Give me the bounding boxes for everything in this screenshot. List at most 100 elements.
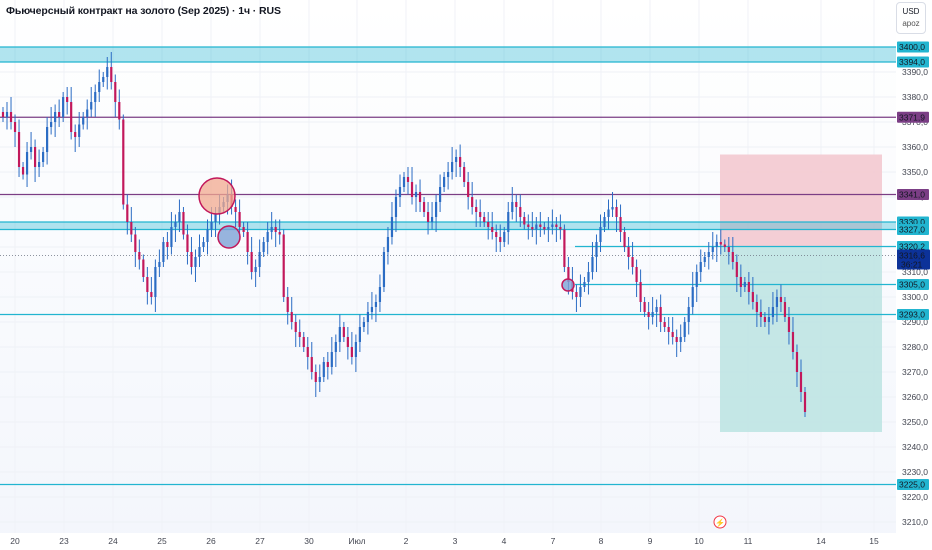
level-price-label: 3225,0 (899, 480, 925, 490)
candle-body (635, 267, 638, 282)
candle-body (290, 312, 293, 322)
level-price-label: 3293,0 (899, 310, 925, 320)
candle-body (803, 392, 807, 412)
level-price-label: 3394,0 (899, 57, 925, 67)
candle-body (150, 292, 153, 297)
candle-body (162, 242, 165, 262)
candle-body (791, 332, 795, 352)
stop-loss-zone[interactable] (720, 154, 882, 247)
time-tick-label: 26 (206, 536, 216, 546)
candle-body (731, 252, 734, 262)
candle-body (362, 322, 365, 327)
currency-selector[interactable]: USD apoz (896, 2, 926, 34)
candle-body (98, 82, 101, 92)
price-tick-label: 3210,0 (902, 517, 928, 527)
candle-body (463, 167, 466, 182)
candle-body (747, 282, 750, 292)
candles (1, 52, 807, 417)
circle-marker-medium[interactable] (217, 225, 241, 249)
candle-body (611, 207, 614, 210)
candle-body (483, 217, 486, 222)
candle-body (703, 257, 706, 262)
time-tick-label: 23 (59, 536, 69, 546)
take-profit-zone[interactable] (720, 246, 882, 433)
candle-body (523, 217, 526, 225)
candle-body (434, 202, 438, 217)
candle-body (206, 229, 209, 242)
candle-body (274, 227, 277, 232)
candle-body (110, 67, 113, 82)
candle-body (603, 217, 606, 227)
candle-body (679, 337, 682, 342)
price-tick-label: 3270,0 (902, 367, 928, 377)
candle-body (563, 229, 566, 267)
candle-body (298, 332, 301, 337)
candle-body (266, 232, 269, 242)
time-tick-label: 24 (108, 536, 118, 546)
candle-body (246, 232, 249, 252)
event-marker-icon[interactable] (713, 515, 727, 529)
candle-body (495, 232, 498, 237)
candle-body (623, 232, 626, 247)
lightning-icon: ⚡ (715, 518, 725, 528)
candle-body (122, 119, 125, 205)
price-tick-label: 3250,0 (902, 417, 928, 427)
candle-body (410, 182, 414, 197)
candle-body (170, 227, 173, 247)
time-axis-bg (0, 533, 896, 550)
candle-body (551, 224, 554, 227)
candle-body (795, 352, 799, 372)
candle-body (631, 257, 634, 267)
price-tick-label: 3240,0 (902, 442, 928, 452)
candle-body (751, 292, 754, 302)
time-tick-label: 20 (10, 536, 20, 546)
candle-body (86, 109, 89, 117)
candle-body (587, 272, 590, 282)
candle-body (258, 252, 261, 267)
price-tick-label: 3310,0 (902, 267, 928, 277)
candle-body (455, 157, 458, 162)
candle-body (402, 177, 406, 187)
candle-body (438, 187, 442, 202)
candle-body (178, 212, 181, 222)
level-zone[interactable] (0, 222, 896, 230)
candle-body (683, 322, 686, 337)
candle-body (675, 337, 678, 342)
candle-body (366, 312, 370, 322)
price-axis-bg (896, 0, 932, 550)
candle-body (647, 312, 650, 317)
candle-body (9, 112, 13, 122)
candle-body (499, 237, 502, 242)
candle-body (575, 292, 578, 297)
candle-body (687, 307, 690, 322)
price-tick-label: 3220,0 (902, 492, 928, 502)
level-zone[interactable] (0, 47, 896, 62)
candle-body (194, 257, 197, 267)
candle-body (414, 192, 418, 197)
candle-body (54, 112, 57, 122)
candle-body (503, 232, 506, 242)
candle-body (735, 262, 738, 277)
circle-marker-small[interactable] (561, 278, 575, 292)
candle-body (567, 267, 570, 282)
candle-body (210, 222, 213, 230)
candle-body (198, 247, 201, 257)
candle-body (531, 227, 534, 230)
circle-marker-large[interactable] (198, 177, 236, 215)
candle-body (759, 312, 762, 317)
candle-body (767, 317, 771, 322)
candle-body (50, 122, 53, 127)
candle-body (310, 357, 313, 372)
candle-body (158, 262, 161, 267)
candle-body (422, 202, 426, 212)
price-tick-label: 3300,0 (902, 292, 928, 302)
candle-body (94, 92, 97, 102)
circle-markers[interactable] (198, 177, 575, 292)
candle-body (739, 277, 742, 287)
time-tick-label: 27 (255, 536, 265, 546)
horizontal-levels[interactable] (0, 46, 896, 486)
level-price-tag (897, 56, 929, 68)
candle-body (555, 224, 558, 227)
candle-body (579, 287, 582, 297)
